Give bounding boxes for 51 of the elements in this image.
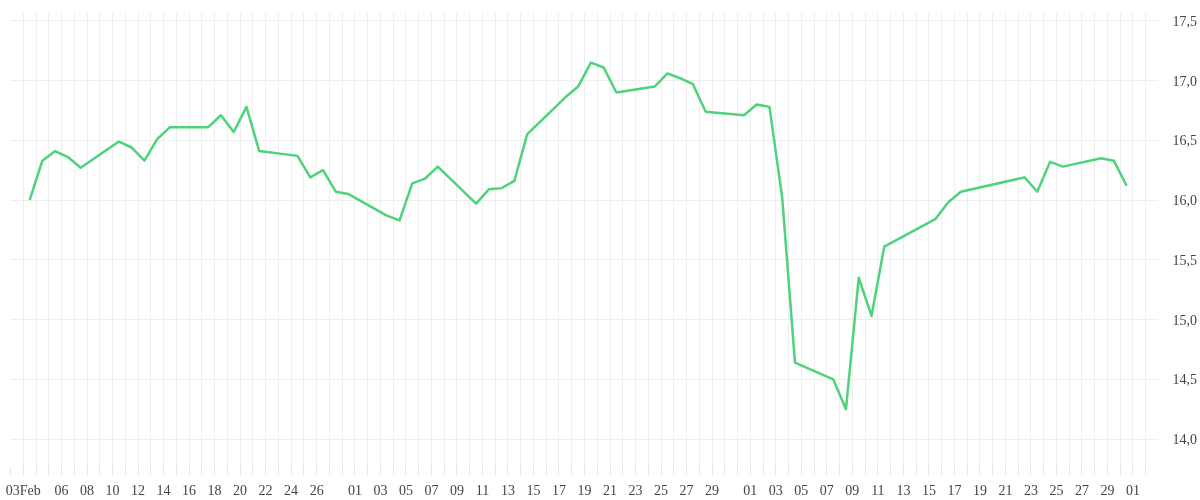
x-tick-label: 25: [1049, 482, 1064, 498]
x-tick-label: 14: [156, 482, 171, 498]
x-tick-label: 06: [54, 482, 69, 498]
x-tick-label: 03Feb: [5, 482, 41, 498]
y-tick-label: 17,0: [1172, 73, 1197, 89]
y-tick-label: 17,5: [1172, 13, 1197, 29]
x-tick-label: 19: [577, 482, 592, 498]
x-tick-label: 15: [921, 482, 936, 498]
x-tick-label: 01: [1125, 482, 1140, 498]
x-tick-label: 09: [845, 482, 860, 498]
x-tick-label: 23: [1023, 482, 1038, 498]
x-tick-label: 25: [654, 482, 669, 498]
y-tick-label: 15,0: [1172, 312, 1197, 328]
x-tick-label: 21: [603, 482, 618, 498]
x-tick-label: 21: [998, 482, 1013, 498]
x-tick-label: 05: [398, 482, 413, 498]
x-tick-label: 29: [1100, 482, 1115, 498]
x-tick-label: 12: [131, 482, 146, 498]
x-tick-label: 23: [628, 482, 643, 498]
x-tick-label: 27: [1074, 482, 1089, 498]
x-tick-label: 19: [972, 482, 987, 498]
x-tick-label: 08: [80, 482, 95, 498]
x-tick-label: 01: [347, 482, 362, 498]
y-tick-label: 14,0: [1172, 432, 1197, 448]
x-tick-label: 17: [551, 482, 566, 498]
x-tick-label: 24: [284, 482, 299, 498]
x-tick-label: 15: [526, 482, 541, 498]
x-tick-label: 17: [947, 482, 962, 498]
x-tick-label: 27: [679, 482, 694, 498]
x-tick-label: 01: [743, 482, 758, 498]
x-tick-label: 03: [373, 482, 388, 498]
x-tick-label: 07: [819, 482, 834, 498]
x-tick-label: 20: [233, 482, 248, 498]
y-tick-label: 16,0: [1172, 193, 1197, 209]
x-tick-label: 13: [500, 482, 515, 498]
y-tick-label: 15,5: [1172, 252, 1197, 268]
x-tick-label: 11: [475, 482, 490, 498]
x-tick-label: 05: [794, 482, 809, 498]
y-tick-label: 16,5: [1172, 133, 1197, 149]
x-tick-label: 11: [871, 482, 885, 498]
x-tick-label: 07: [424, 482, 439, 498]
x-tick-label: 26: [309, 482, 324, 498]
x-tick-label: 13: [896, 482, 911, 498]
x-tick-label: 22: [258, 482, 273, 498]
x-tick-label: 09: [449, 482, 464, 498]
x-tick-label: 10: [105, 482, 120, 498]
y-tick-label: 14,5: [1172, 372, 1197, 388]
x-tick-label: 18: [207, 482, 222, 498]
x-tick-label: 29: [705, 482, 720, 498]
x-tick-label: 16: [182, 482, 197, 498]
x-tick-label: 03: [768, 482, 783, 498]
